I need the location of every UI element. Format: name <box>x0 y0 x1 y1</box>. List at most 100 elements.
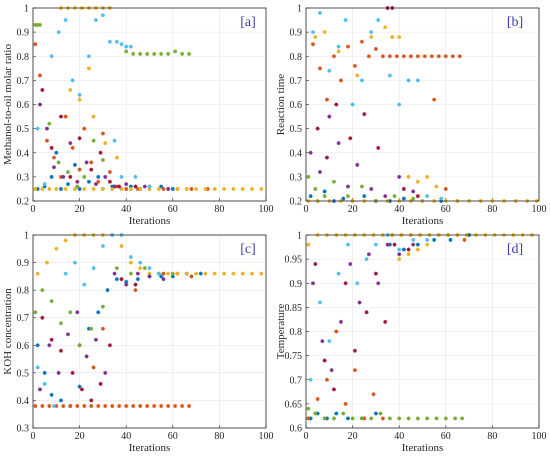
y-tick-label: 0.4 <box>17 148 30 159</box>
data-point <box>89 326 94 331</box>
data-point <box>425 242 430 247</box>
data-point <box>334 102 339 107</box>
data-point <box>105 288 110 293</box>
data-point <box>63 18 68 23</box>
panel-1: 0 20 40 60 80 100 0.2 0.3 0.4 0.5 0.6 0.7 0.8 0.9 1 [a]… <box>2 4 274 228</box>
data-point <box>77 136 82 141</box>
data-point <box>401 196 406 201</box>
series-3 <box>306 25 539 203</box>
data-point <box>313 261 318 266</box>
data-point <box>434 184 439 189</box>
data-point <box>152 51 157 56</box>
data-point <box>72 260 77 265</box>
data-point <box>406 247 411 252</box>
data-point <box>453 416 458 421</box>
data-point <box>383 25 388 30</box>
series-6 <box>310 10 444 201</box>
data-point <box>117 184 122 189</box>
data-point <box>49 145 54 150</box>
data-point <box>114 277 119 282</box>
x-tick-label: 100 <box>532 204 547 215</box>
x-tick-label: 0 <box>304 431 309 442</box>
data-point <box>355 281 360 286</box>
panel-3: 0 20 40 60 80 100 0.3 0.4 0.5 0.6 0.7 0.8 0.9 1 [c] Ite… <box>2 231 274 455</box>
data-point <box>68 403 73 408</box>
series-1 <box>308 233 472 421</box>
x-tick-label: 80 <box>487 431 497 442</box>
data-point <box>450 54 455 59</box>
data-point <box>338 78 343 83</box>
data-point <box>82 174 87 179</box>
data-point <box>37 22 42 27</box>
data-point <box>189 274 194 279</box>
data-point <box>42 381 47 386</box>
data-point <box>329 368 334 373</box>
data-point <box>145 403 150 408</box>
data-point <box>47 343 52 348</box>
data-point <box>308 377 313 382</box>
data-point <box>82 186 87 191</box>
data-point <box>161 277 166 282</box>
data-point <box>322 194 327 199</box>
data-point <box>152 403 157 408</box>
data-point <box>387 54 392 59</box>
data-point <box>322 416 327 421</box>
y-tick-label: 0.7 <box>290 76 303 87</box>
data-point <box>128 44 133 49</box>
data-point <box>58 186 63 191</box>
data-point <box>336 141 341 146</box>
data-point <box>124 279 129 284</box>
data-point <box>415 416 420 421</box>
data-point <box>355 73 360 78</box>
series-6 <box>35 233 161 408</box>
data-point <box>128 255 133 260</box>
data-point <box>397 102 402 107</box>
data-point <box>345 242 350 247</box>
data-point <box>376 281 381 286</box>
data-point <box>124 44 129 49</box>
data-point <box>308 150 313 155</box>
y-tick-label: 0.7 <box>17 76 30 87</box>
data-point <box>448 237 453 242</box>
data-point <box>84 160 89 165</box>
data-point <box>322 189 327 194</box>
data-point <box>135 186 140 191</box>
y-tick-label: 0.3 <box>290 172 303 183</box>
data-point <box>114 266 119 271</box>
y-tick-label: 1 <box>297 231 302 242</box>
data-point <box>114 155 119 160</box>
data-point <box>91 114 96 119</box>
data-point <box>91 186 96 191</box>
data-point <box>184 186 189 191</box>
data-point <box>68 141 73 146</box>
data-point <box>147 274 152 279</box>
data-point <box>366 54 371 59</box>
data-point <box>460 416 465 421</box>
data-point <box>33 42 38 47</box>
data-point <box>222 186 227 191</box>
y-tick-label: 0.95 <box>285 255 303 266</box>
data-point <box>58 114 63 119</box>
data-point <box>334 411 339 416</box>
data-point <box>443 416 448 421</box>
data-point <box>103 174 108 179</box>
data-point <box>415 242 420 247</box>
x-tick-label: 60 <box>441 204 451 215</box>
data-point <box>33 310 38 315</box>
data-point <box>100 186 105 191</box>
data-point <box>443 186 448 191</box>
data-point <box>352 368 357 373</box>
data-point <box>173 49 178 54</box>
y-tick-label: 0.3 <box>17 424 30 435</box>
data-point <box>114 39 119 44</box>
series-5 <box>33 22 192 189</box>
data-point <box>222 271 227 276</box>
data-point <box>359 184 364 189</box>
data-point <box>362 112 367 117</box>
data-point <box>44 138 49 143</box>
data-point <box>56 160 61 165</box>
y-tick-label: 0.65 <box>285 399 303 410</box>
data-point <box>103 141 108 146</box>
data-point <box>65 182 70 187</box>
data-point <box>240 271 245 276</box>
